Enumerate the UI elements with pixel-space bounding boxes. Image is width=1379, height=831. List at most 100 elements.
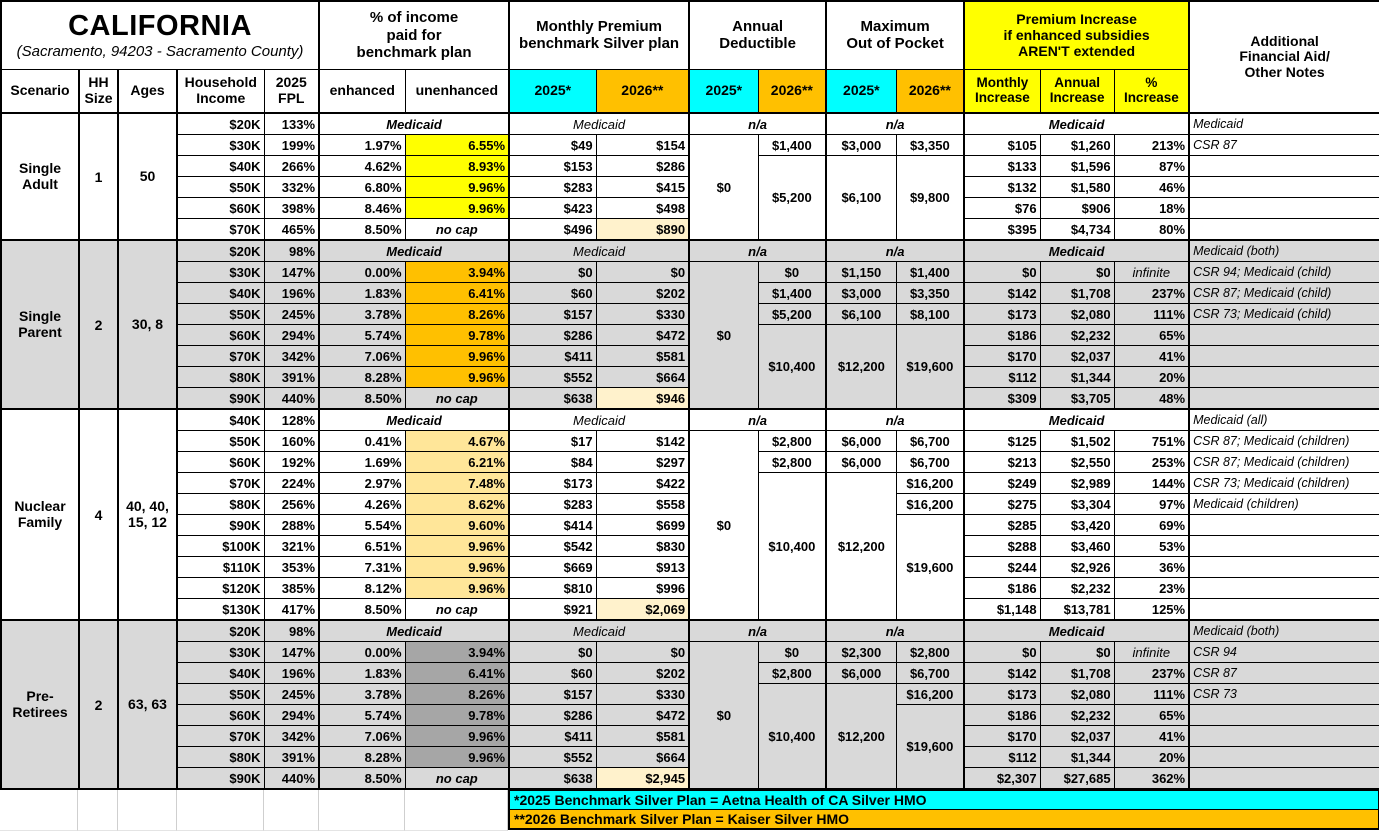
annual-increase: $1,708 (1039, 282, 1115, 304)
notes: CSR 73; Medicaid (child) (1188, 303, 1379, 325)
enhanced-pct: 3.78% (318, 303, 406, 325)
enhanced-pct: 8.28% (318, 366, 406, 388)
moop-2026: $6,700 (895, 430, 966, 452)
col-header-deductible-2026: 2026** (757, 68, 828, 114)
annual-increase: $1,596 (1039, 155, 1115, 177)
group-header-annual-deductible: Annual Deductible (688, 0, 828, 70)
income: $110K (176, 556, 265, 578)
monthly-increase: $395 (963, 218, 1041, 241)
moop-2025: $6,100 (825, 155, 897, 241)
premium-2026: $286 (595, 155, 691, 177)
premium-2025: $552 (508, 746, 597, 768)
monthly-increase: $186 (963, 704, 1041, 726)
notes (1188, 387, 1379, 410)
enhanced-pct: 2.97% (318, 472, 406, 494)
premium-2026: $913 (595, 556, 691, 578)
col-header-annual-increase: Annual Increase (1039, 68, 1115, 114)
annual-increase: $3,705 (1039, 387, 1115, 410)
premium-2025: $157 (508, 303, 597, 325)
annual-increase: $2,232 (1039, 324, 1115, 346)
notes: Medicaid (1188, 112, 1379, 135)
income: $60K (176, 197, 265, 219)
enhanced-pct: 1.83% (318, 662, 406, 684)
monthly-increase: $186 (963, 324, 1041, 346)
fpl: 294% (263, 324, 321, 346)
income: $20K (176, 619, 265, 642)
monthly-increase: $244 (963, 556, 1041, 578)
monthly-increase: $213 (963, 451, 1041, 473)
fpl: 440% (263, 767, 321, 790)
enhanced-pct: 8.46% (318, 197, 406, 219)
footer-empty-cells (0, 790, 508, 811)
notes (1188, 598, 1379, 621)
fpl: 147% (263, 641, 321, 663)
income: $80K (176, 746, 265, 768)
annual-increase: $2,232 (1039, 577, 1115, 599)
pct-increase: 97% (1113, 493, 1191, 515)
annual-increase: $1,502 (1039, 430, 1115, 452)
deductible-2026: $10,400 (757, 683, 828, 790)
pct-increase: 65% (1113, 704, 1191, 726)
notes (1188, 725, 1379, 747)
pct-increase: 87% (1113, 155, 1191, 177)
enhanced-pct: 0.00% (318, 641, 406, 663)
moop-2026: $19,600 (895, 514, 966, 621)
income: $40K (176, 282, 265, 304)
monthly-increase: $132 (963, 176, 1041, 198)
enhanced-pct: 7.06% (318, 345, 406, 367)
premium-2026: $996 (595, 577, 691, 599)
premium-2025: $17 (508, 430, 597, 452)
unenhanced-pct: 6.41% (404, 282, 511, 304)
enhanced-pct: 8.50% (318, 387, 406, 410)
income: $40K (176, 408, 265, 431)
na-span-deductible: n/a (688, 112, 828, 135)
moop-2026: $9,800 (895, 155, 966, 241)
hh-size: 2 (78, 619, 119, 790)
unenhanced-pct: 9.96% (404, 176, 511, 198)
annual-increase: $0 (1039, 641, 1115, 663)
medicaid-span-increase: Medicaid (963, 408, 1191, 431)
unenhanced-pct: 9.96% (404, 556, 511, 578)
pct-increase: 125% (1113, 598, 1191, 621)
notes (1188, 514, 1379, 536)
premium-2025: $638 (508, 387, 597, 410)
deductible-2025: $0 (688, 641, 759, 790)
premium-2026: $297 (595, 451, 691, 473)
enhanced-pct: 0.41% (318, 430, 406, 452)
fpl: 398% (263, 197, 321, 219)
enhanced-pct: 4.26% (318, 493, 406, 515)
medicaid-span-pct: Medicaid (318, 408, 511, 431)
col-header-hh-size: HH Size (78, 68, 119, 114)
premium-2026: $422 (595, 472, 691, 494)
pct-increase: 53% (1113, 535, 1191, 557)
premium-2026: $2,069 (595, 598, 691, 621)
deductible-2026: $2,800 (757, 430, 828, 452)
fpl: 332% (263, 176, 321, 198)
unenhanced-pct: 6.21% (404, 451, 511, 473)
annual-increase: $13,781 (1039, 598, 1115, 621)
monthly-increase: $275 (963, 493, 1041, 515)
income: $80K (176, 366, 265, 388)
pct-increase: 41% (1113, 725, 1191, 747)
ages: 50 (117, 112, 178, 241)
income: $70K (176, 218, 265, 241)
income: $70K (176, 725, 265, 747)
notes: CSR 73 (1188, 683, 1379, 705)
income: $30K (176, 641, 265, 663)
deductible-2025: $0 (688, 261, 759, 410)
premium-2025: $283 (508, 493, 597, 515)
fpl: 196% (263, 282, 321, 304)
col-header-unenhanced: unenhanced (404, 68, 511, 114)
moop-2025: $12,200 (825, 472, 897, 621)
pct-increase: 20% (1113, 746, 1191, 768)
income: $70K (176, 345, 265, 367)
income: $50K (176, 430, 265, 452)
pct-increase: 48% (1113, 387, 1191, 410)
fpl: 192% (263, 451, 321, 473)
monthly-increase: $125 (963, 430, 1041, 452)
col-header-moop-2026: 2026** (895, 68, 966, 114)
premium-2026: $830 (595, 535, 691, 557)
premium-2026: $0 (595, 641, 691, 663)
unenhanced-pct: 6.41% (404, 662, 511, 684)
fpl: 385% (263, 577, 321, 599)
